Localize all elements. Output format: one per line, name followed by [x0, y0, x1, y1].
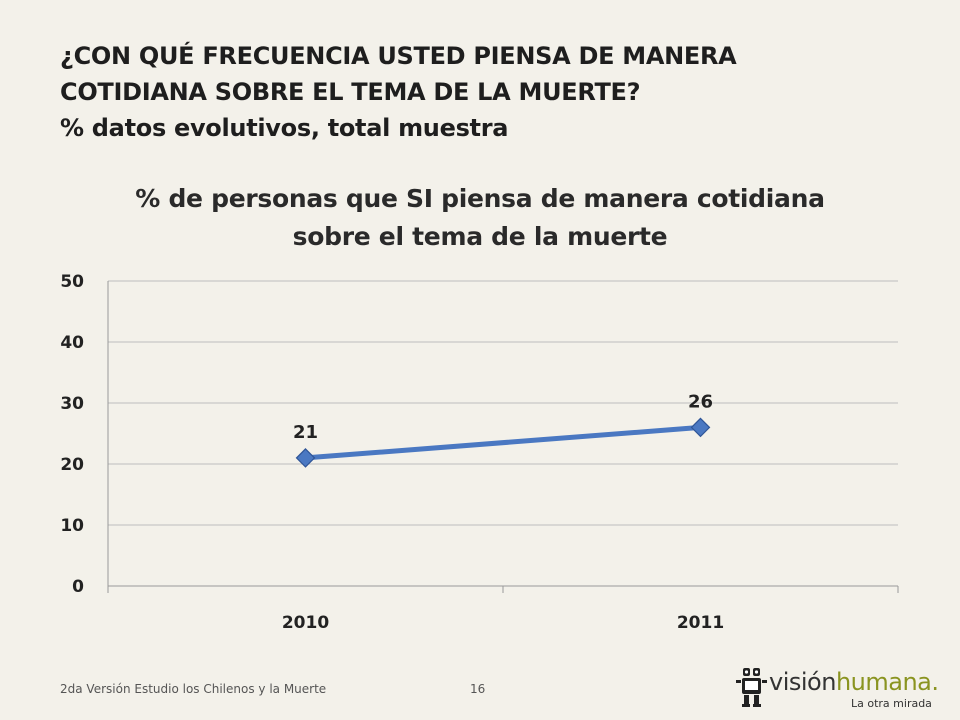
slide-title-line-2: COTIDIANA SOBRE EL TEMA DE LA MUERTE? — [60, 78, 641, 106]
brand-logo: visiónhumana. La otra mirada — [733, 664, 939, 714]
data-point-marker — [690, 417, 711, 438]
x-tick-label: 2010 — [282, 613, 329, 633]
axes — [107, 281, 899, 593]
logo-wordmark: visiónhumana. — [769, 668, 939, 696]
labels: 0 10 20 30 40 50 2010 2011 21 26 — [60, 272, 724, 633]
y-tick-label: 20 — [60, 455, 84, 475]
series-line — [303, 424, 703, 461]
y-tick-label: 50 — [60, 272, 84, 292]
data-label: 21 — [293, 422, 318, 443]
chart-title-line-1: % de personas que SI piensa de manera co… — [135, 184, 825, 213]
slide-title: ¿CON QUÉ FRECUENCIA USTED PIENSA DE MANE… — [60, 38, 920, 146]
series — [295, 417, 711, 468]
y-tick-label: 0 — [72, 577, 84, 597]
logo-text-vision: visión — [769, 668, 836, 696]
logo-tagline: La otra mirada — [851, 697, 932, 710]
page-number: 16 — [470, 682, 486, 696]
y-tick-label: 10 — [60, 516, 84, 536]
footer-text: 2da Versión Estudio los Chilenos y la Mu… — [60, 682, 327, 696]
grid-lines — [108, 280, 898, 526]
logo-dot: . — [931, 668, 939, 696]
robot-mascot-icon — [736, 668, 767, 707]
y-tick-label: 30 — [60, 394, 84, 414]
y-tick-label: 40 — [60, 333, 84, 353]
slide-title-line-1: ¿CON QUÉ FRECUENCIA USTED PIENSA DE MANE… — [60, 42, 737, 70]
slide-subtitle: % datos evolutivos, total muestra — [60, 114, 509, 142]
chart-title: % de personas que SI piensa de manera co… — [80, 180, 880, 256]
chart-title-line-2: sobre el tema de la muerte — [292, 222, 668, 251]
data-point-marker — [295, 448, 316, 468]
logo-text-humana: humana — [835, 668, 932, 696]
data-label: 26 — [688, 391, 713, 412]
x-tick-label: 2011 — [677, 613, 724, 633]
